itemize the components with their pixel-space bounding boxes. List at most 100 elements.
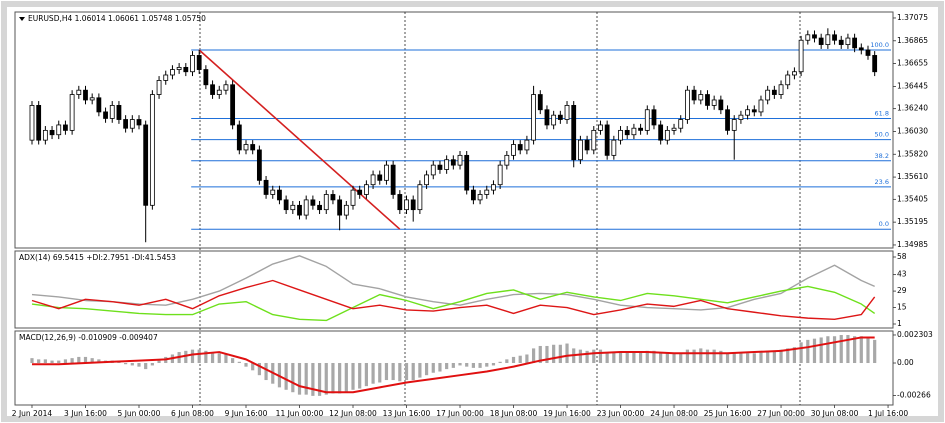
candle-body [544, 109, 550, 126]
fib-level-label: 100.0 [870, 41, 889, 49]
macd-histogram-bar [772, 350, 776, 364]
candle-body [270, 189, 276, 195]
candle-body [444, 159, 450, 170]
y-tick-label: 0.002303 [897, 330, 933, 339]
candle-body [758, 99, 764, 113]
candle-body [725, 109, 730, 131]
fib-level-label: 38.2 [875, 152, 889, 160]
macd-histogram-bar [445, 363, 449, 370]
macd-histogram-bar [839, 335, 843, 364]
fib-level-label: 61.8 [875, 109, 889, 117]
x-tick-label: 30 Jun 08:00 [811, 409, 859, 418]
x-tick-label: 19 Jun 16:00 [543, 409, 591, 418]
candle-body [170, 69, 175, 76]
fib-level-label: 0.0 [879, 220, 889, 228]
candle-body [852, 37, 858, 49]
macd-histogram-bar [518, 355, 522, 364]
y-tick-label: 15 [897, 303, 907, 312]
macd-histogram-bar [210, 352, 215, 364]
macd-histogram-bar [812, 338, 817, 364]
macd-histogram-bar [97, 359, 101, 364]
macd-histogram-bar [304, 363, 308, 395]
y-tick-label: 1.35610 [897, 172, 928, 181]
x-tick-label: 6 Jun 08:00 [171, 409, 214, 418]
macd-histogram-bar [391, 363, 395, 381]
candle-body [745, 109, 751, 116]
macd-histogram-bar [531, 348, 536, 364]
x-tick-label: 9 Jun 16:00 [225, 409, 268, 418]
macd-histogram-bar [431, 363, 435, 373]
candle-body [778, 84, 784, 95]
candle-body [537, 94, 543, 111]
fib-trendline [198, 49, 401, 230]
macd-histogram-bar [57, 360, 61, 364]
candle-body [42, 129, 48, 141]
macd-histogram-bar [592, 349, 596, 364]
candle-body [183, 66, 189, 73]
macd-histogram-bar [77, 356, 81, 364]
macd-histogram-bar [130, 363, 134, 366]
macd-histogram-bar [538, 345, 542, 364]
indicator-line [31, 279, 876, 320]
macd-histogram-bar [404, 363, 409, 381]
candle-body [651, 109, 657, 126]
candle-body [571, 105, 577, 161]
macd-histogram-bar [70, 358, 74, 364]
x-tick-label: 11 Jun 00:00 [276, 409, 324, 418]
macd-histogram-bar [618, 352, 623, 364]
candle-body [397, 194, 403, 211]
x-tick-label: 18 Jun 08:00 [490, 409, 538, 418]
macd-histogram-bar [545, 345, 549, 364]
candle-body [792, 71, 797, 76]
candle-body [705, 94, 710, 106]
candle-body [250, 144, 256, 151]
macd-histogram-bar [244, 363, 248, 367]
candle-body [557, 114, 563, 120]
macd-histogram-bar [184, 350, 188, 364]
macd-histogram-bar [90, 358, 94, 364]
candle-body [69, 94, 75, 131]
candle-body [410, 199, 416, 211]
macd-histogram-bar [137, 363, 141, 367]
macd-histogram-bar [157, 360, 161, 364]
macd-histogram-bar [43, 359, 47, 364]
candle-body [350, 189, 356, 206]
candle-body [236, 124, 242, 151]
candle-body [771, 89, 777, 95]
candle-body [497, 164, 503, 186]
candle-body [624, 129, 630, 136]
macd-histogram-bar [344, 363, 348, 393]
macd-histogram-bar [324, 363, 328, 395]
macd-histogram-bar [297, 363, 302, 395]
macd-histogram-bar [511, 356, 516, 364]
macd-histogram-bar [311, 363, 315, 396]
candle-body [564, 105, 570, 120]
candle-body [390, 164, 396, 195]
macd-histogram-bar [752, 353, 756, 364]
candle-body [738, 114, 744, 120]
macd-histogram-bar [398, 363, 402, 382]
indicator-line [31, 255, 875, 311]
macd-histogram-bar [853, 336, 857, 364]
macd-histogram-bar [578, 349, 583, 364]
macd-histogram-bar [217, 353, 221, 364]
y-tick-label: 1.34985 [897, 240, 928, 249]
candle-body [865, 49, 871, 56]
marks: 1.37075 1.36865 1.36655 1.36445 1.36240 1.360… [12, 13, 933, 418]
x-tick-label: 13 Jun 16:00 [383, 409, 431, 418]
x-tick-label: 23 Jun 00:00 [597, 409, 645, 418]
macd-histogram-bar [746, 353, 750, 364]
symbol-menu-icon [19, 17, 25, 21]
candle-body [103, 111, 108, 119]
macd-histogram-bar [264, 363, 268, 381]
candle-body [330, 194, 336, 201]
candle-body [129, 119, 135, 129]
macd-histogram-bar [565, 343, 569, 364]
candle-body [263, 179, 269, 195]
macd-histogram-bar [451, 363, 455, 368]
candle-body [176, 66, 182, 70]
candle-body [424, 174, 429, 186]
macd-histogram-bar [558, 344, 562, 364]
